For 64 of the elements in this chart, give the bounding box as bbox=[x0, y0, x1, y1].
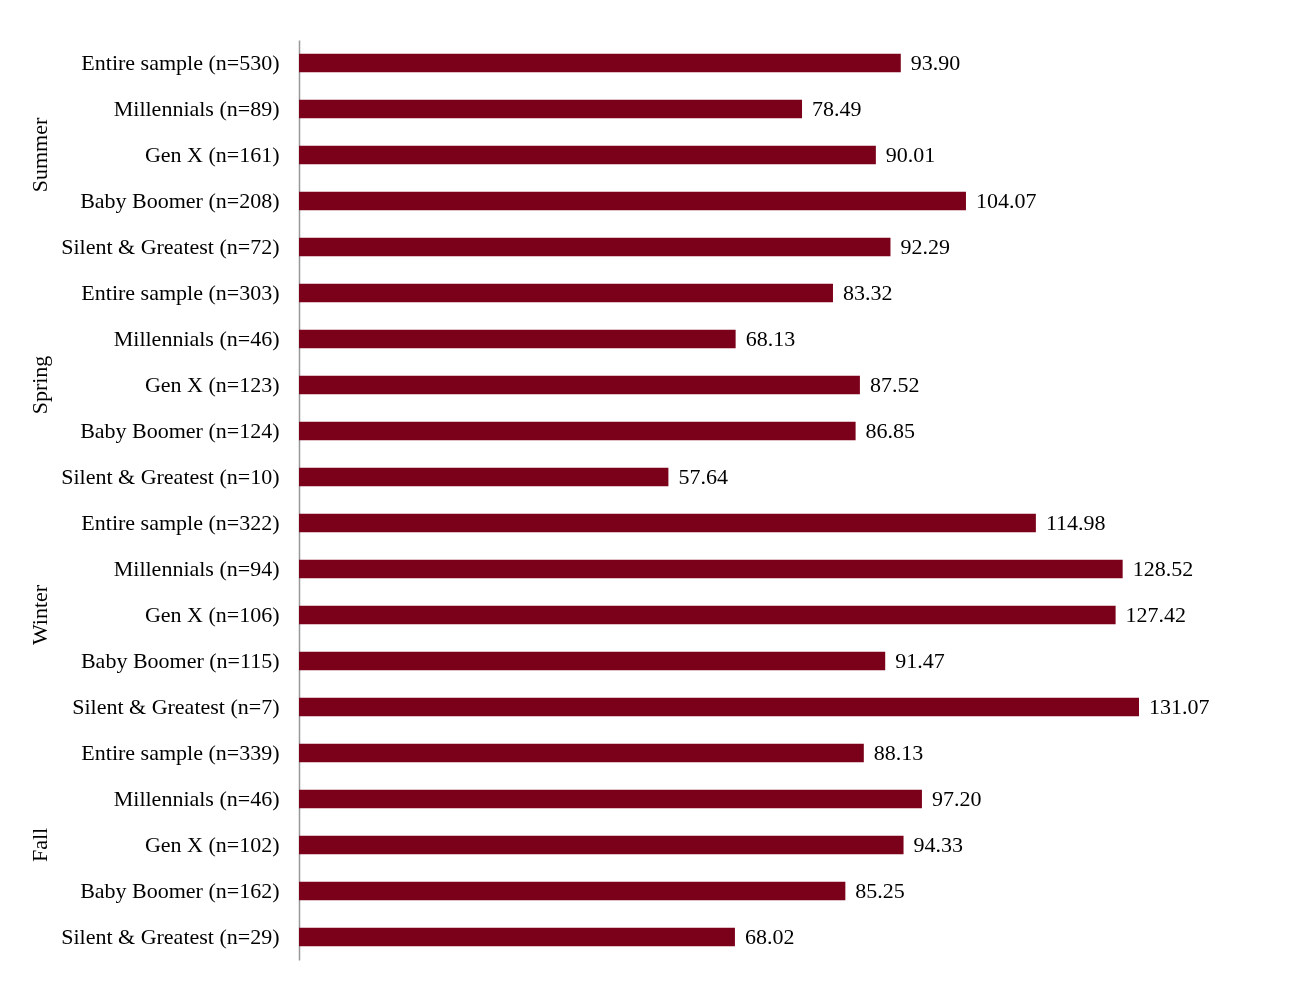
bar bbox=[299, 605, 1116, 625]
bar bbox=[299, 927, 735, 947]
text: Fall bbox=[27, 827, 52, 863]
data-label: 57.64 bbox=[678, 464, 728, 489]
data-label: 127.42 bbox=[1125, 602, 1187, 627]
bar bbox=[299, 651, 886, 671]
data-label: 86.85 bbox=[865, 418, 916, 443]
bar bbox=[299, 53, 901, 73]
data-label: 114.98 bbox=[1045, 510, 1106, 535]
data-label: 83.32 bbox=[842, 280, 893, 305]
y-tick-label: Gen X (n=106) bbox=[144, 602, 280, 627]
data-label: 68.02 bbox=[744, 924, 795, 949]
bar bbox=[299, 513, 1036, 533]
bar bbox=[299, 329, 736, 349]
bar bbox=[299, 283, 833, 303]
y-tick-label: Baby Boomer (n=115) bbox=[80, 648, 280, 673]
bar bbox=[299, 743, 864, 763]
y-tick-label: Entire sample (n=530) bbox=[81, 50, 280, 75]
data-label: 91.47 bbox=[895, 648, 945, 673]
bar bbox=[299, 99, 803, 119]
y-tick-label: Baby Boomer (n=162) bbox=[80, 878, 280, 903]
data-label: 87.52 bbox=[869, 372, 920, 397]
bar bbox=[299, 237, 891, 257]
bar bbox=[299, 145, 876, 165]
bar bbox=[299, 467, 669, 487]
text: Winter bbox=[27, 584, 52, 646]
y-tick-label: Gen X (n=102) bbox=[144, 832, 280, 857]
data-label: 128.52 bbox=[1132, 556, 1194, 581]
y-tick-label: Entire sample (n=303) bbox=[81, 280, 280, 305]
y-tick-label: Millennials (n=46) bbox=[113, 786, 280, 811]
data-label: 131.07 bbox=[1149, 694, 1210, 719]
y-tick-label: Silent & Greatest (n=10) bbox=[61, 464, 280, 489]
data-label: 68.13 bbox=[745, 326, 796, 351]
data-label: 93.90 bbox=[910, 50, 961, 75]
bar bbox=[299, 697, 1139, 717]
y-tick-label: Millennials (n=94) bbox=[113, 556, 280, 581]
y-tick-label: Silent & Greatest (n=72) bbox=[61, 234, 280, 259]
y-tick-label: Entire sample (n=322) bbox=[81, 510, 280, 535]
data-label: 85.25 bbox=[855, 878, 905, 903]
bar bbox=[299, 559, 1123, 579]
y-tick-label: Millennials (n=46) bbox=[113, 326, 280, 351]
bar bbox=[299, 421, 856, 441]
data-label: 88.13 bbox=[873, 740, 924, 765]
y-tick-label: Baby Boomer (n=208) bbox=[80, 188, 280, 213]
y-tick-label: Entire sample (n=339) bbox=[81, 740, 280, 765]
text: Summer bbox=[27, 117, 52, 193]
data-label: 90.01 bbox=[885, 142, 936, 167]
data-label: 104.07 bbox=[975, 188, 1037, 213]
bar bbox=[299, 191, 966, 211]
y-tick-label: Silent & Greatest (n=29) bbox=[61, 924, 280, 949]
text: Spring bbox=[27, 355, 52, 415]
bar bbox=[299, 375, 860, 395]
y-tick-label: Silent & Greatest (n=7) bbox=[72, 694, 280, 719]
data-label: 94.33 bbox=[913, 832, 964, 857]
y-tick-label: Baby Boomer (n=124) bbox=[80, 418, 280, 443]
bar bbox=[299, 789, 922, 809]
data-label: 92.29 bbox=[900, 234, 950, 259]
y-tick-label: Gen X (n=123) bbox=[144, 372, 280, 397]
y-tick-label: Gen X (n=161) bbox=[144, 142, 280, 167]
bar bbox=[299, 881, 846, 901]
bar bbox=[299, 835, 904, 855]
y-tick-label: Millennials (n=89) bbox=[113, 96, 280, 121]
data-label: 97.20 bbox=[931, 786, 982, 811]
data-label: 78.49 bbox=[812, 96, 862, 121]
